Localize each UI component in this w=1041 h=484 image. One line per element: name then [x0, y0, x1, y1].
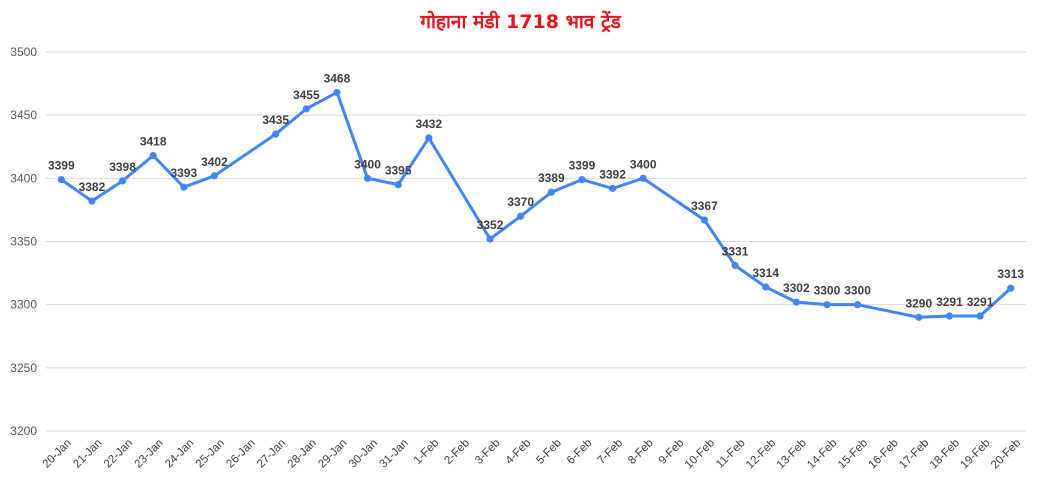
y-tick-label: 3250 [10, 361, 37, 375]
data-label: 3400 [630, 157, 657, 171]
x-tick-label: 16-Feb [867, 437, 901, 471]
data-point[interactable] [915, 313, 923, 321]
y-tick-label: 3450 [10, 108, 37, 122]
data-point[interactable] [302, 105, 310, 113]
data-point[interactable] [976, 312, 984, 320]
y-tick-label: 3350 [10, 235, 37, 249]
data-label: 3389 [538, 171, 565, 185]
x-tick-label: 28-Jan [286, 437, 319, 470]
x-tick-label: 26-Jan [224, 437, 257, 470]
data-point[interactable] [149, 151, 157, 160]
data-point[interactable] [425, 134, 433, 142]
x-tick-label: 17-Feb [897, 437, 931, 471]
data-point[interactable] [700, 216, 709, 224]
x-tick-label: 4-Feb [504, 437, 534, 467]
data-label: 3435 [262, 113, 289, 127]
y-tick-label: 3500 [10, 45, 37, 59]
x-tick-label: 25-Jan [194, 437, 227, 470]
data-label: 3313 [997, 267, 1024, 281]
x-tick-label: 11-Feb [714, 437, 748, 471]
x-tick-label: 8-Feb [626, 437, 656, 467]
y-tick-label: 3400 [10, 171, 37, 185]
x-tick-label: 20-Feb [989, 437, 1023, 471]
data-point[interactable] [945, 312, 954, 320]
data-point[interactable] [88, 197, 96, 205]
data-point[interactable] [578, 175, 586, 184]
data-point[interactable] [792, 298, 800, 306]
data-label: 3291 [936, 295, 963, 309]
data-point[interactable] [486, 235, 494, 243]
data-label: 3468 [324, 71, 351, 85]
data-label: 3418 [140, 135, 167, 149]
chart-title: गोहाना मंडी 1718 भाव ट्रेंड [420, 11, 621, 33]
data-point[interactable] [333, 88, 341, 97]
x-tick-label: 1-Feb [412, 437, 442, 467]
x-tick-label: 10-Feb [683, 437, 717, 471]
data-label: 3382 [79, 180, 106, 194]
x-tick-label: 12-Feb [744, 437, 778, 471]
x-tick-label: 20-Jan [41, 437, 74, 470]
x-tick-label: 7-Feb [595, 437, 625, 467]
x-tick-label: 23-Jan [132, 437, 165, 470]
y-tick-label: 3300 [10, 298, 37, 312]
data-label: 3302 [783, 281, 810, 295]
x-tick-label: 24-Jan [163, 437, 196, 470]
x-tick-label: 3-Feb [473, 437, 503, 467]
x-tick-label: 14-Feb [805, 437, 839, 471]
x-tick-label: 15-Feb [836, 437, 870, 471]
data-label: 3300 [814, 284, 841, 298]
x-tick-label: 2-Feb [442, 437, 472, 467]
y-tick-label: 3200 [10, 424, 37, 438]
data-point[interactable] [394, 181, 402, 189]
data-label: 3399 [569, 159, 596, 173]
data-label: 3314 [752, 266, 779, 280]
data-label: 3398 [109, 160, 136, 174]
data-point[interactable] [57, 175, 65, 184]
data-point[interactable] [1007, 284, 1015, 292]
data-label: 3402 [201, 155, 228, 169]
data-point[interactable] [517, 212, 525, 220]
data-label: 3300 [844, 284, 871, 298]
x-tick-label: 6-Feb [565, 437, 595, 467]
data-label: 3432 [415, 117, 442, 131]
data-point[interactable] [180, 183, 188, 191]
x-tick-label: 19-Feb [958, 437, 992, 471]
x-tick-label: 5-Feb [534, 437, 564, 467]
data-label: 3352 [477, 218, 504, 232]
data-label: 3395 [385, 164, 412, 178]
data-point[interactable] [608, 184, 617, 193]
data-label: 3331 [722, 245, 749, 259]
data-label: 3367 [691, 199, 718, 213]
x-tick-label: 27-Jan [255, 437, 288, 470]
data-label: 3455 [293, 88, 320, 102]
x-tick-label: 21-Jan [71, 437, 104, 470]
x-tick-label: 13-Feb [775, 437, 809, 471]
data-point[interactable] [639, 174, 647, 182]
data-point[interactable] [823, 301, 831, 309]
data-point[interactable] [762, 283, 770, 291]
data-point[interactable] [547, 188, 555, 196]
data-point[interactable] [731, 261, 739, 270]
data-point[interactable] [210, 172, 219, 180]
x-tick-label: 30-Jan [347, 437, 380, 470]
data-label: 3393 [170, 166, 197, 180]
x-tick-label: 18-Feb [928, 437, 962, 471]
data-point[interactable] [118, 177, 127, 185]
data-label: 3399 [48, 159, 75, 173]
x-tick-label: 29-Jan [316, 437, 349, 470]
series-line [59, 90, 1013, 319]
data-label: 3400 [354, 157, 381, 171]
x-tick-label: 22-Jan [102, 437, 135, 470]
x-tick-label: 31-Jan [377, 437, 410, 470]
data-label: 3392 [599, 167, 626, 181]
data-point[interactable] [363, 174, 372, 182]
data-label: 3370 [507, 195, 534, 209]
data-point[interactable] [853, 301, 862, 309]
data-point[interactable] [272, 130, 280, 138]
data-label: 3290 [905, 296, 932, 310]
data-label: 3291 [967, 295, 994, 309]
